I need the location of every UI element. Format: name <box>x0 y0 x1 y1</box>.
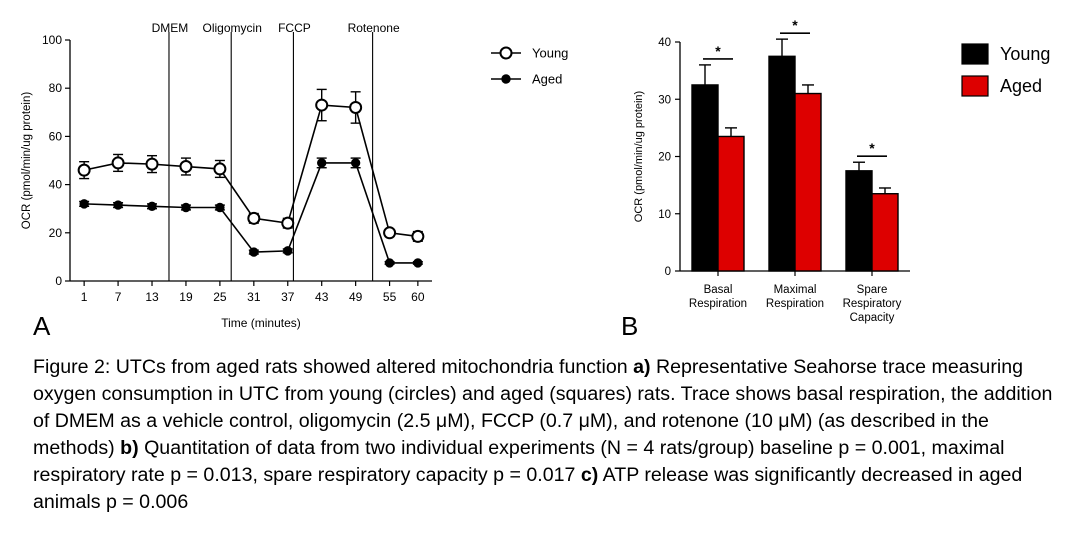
bar-young <box>845 170 873 272</box>
data-point-aged <box>215 202 225 213</box>
x-tick-label: 43 <box>315 290 329 304</box>
data-point-young <box>247 211 261 225</box>
x-tick-label: 19 <box>179 290 193 304</box>
x-tick-label: 25 <box>213 290 227 304</box>
data-point-young <box>213 162 227 176</box>
x-tick-label: 13 <box>145 290 159 304</box>
x-tick-label: 49 <box>349 290 363 304</box>
data-point-young <box>349 100 363 114</box>
data-point-aged <box>147 201 157 211</box>
data-point-aged <box>113 200 123 210</box>
y-tick-label: 10 <box>658 209 671 221</box>
legend-label-young: Young <box>532 46 568 61</box>
category-label: Respiration <box>689 298 747 310</box>
injection-label: Oligomycin <box>203 21 262 35</box>
y-tick-label: 40 <box>658 37 671 49</box>
y-axis-label: OCR (pmol/min/ug protein) <box>21 92 33 230</box>
bar-aged <box>717 135 745 272</box>
data-point-aged <box>317 158 327 168</box>
chart-b-quantitation-bars: 0 10 20 30 40 OCR (pmol/min/ug protein) Basal R… <box>633 17 1050 324</box>
caption-text: ATP release was significantly decreased … <box>33 464 1023 513</box>
caption-label-c: c) <box>580 464 599 486</box>
injection-label: DMEM <box>152 21 189 35</box>
category-label: Respiratory <box>843 298 902 310</box>
data-point-aged <box>283 246 293 256</box>
y-axis-label: OCR (pmol/min/ug protein) <box>633 91 645 222</box>
x-tick-label: 60 <box>411 290 425 304</box>
category-label: Spare <box>857 284 888 296</box>
y-tick-label: 30 <box>658 94 671 106</box>
caption-text: Representative Seahorse trace measuring … <box>33 356 1053 459</box>
panel-letter-b: B <box>621 311 639 341</box>
y-tick-label: 0 <box>665 266 671 278</box>
data-point-aged <box>350 158 361 168</box>
data-point-young <box>111 156 125 170</box>
legend-marker-aged <box>501 74 511 84</box>
category-label: Maximal <box>774 284 817 296</box>
data-point-young <box>383 226 397 240</box>
significance-marker: * <box>869 140 875 156</box>
data-point-aged <box>249 247 259 257</box>
chart-a-seahorse-trace: 0 20 40 60 80 100 1 7 13 19 25 31 37 43 49 55 60 Time (mi… <box>21 21 568 330</box>
x-tick-label: 1 <box>81 290 88 304</box>
significance-marker: * <box>715 43 721 59</box>
caption-label-b: b) <box>120 437 139 459</box>
bar-young <box>768 55 796 272</box>
y-tick-label: 100 <box>42 33 62 47</box>
bar-aged <box>794 92 822 272</box>
x-tick-label: 7 <box>115 290 122 304</box>
y-tick-label: 20 <box>658 152 671 164</box>
legend-label-aged: Aged <box>532 72 562 87</box>
data-point-aged <box>79 199 89 209</box>
data-point-aged <box>384 258 395 268</box>
x-axis-label: Time (minutes) <box>221 316 301 330</box>
data-point-young <box>281 216 295 230</box>
bar-aged <box>871 193 899 272</box>
y-tick-label: 0 <box>55 274 62 288</box>
y-tick-label: 60 <box>49 129 63 143</box>
injection-label: FCCP <box>278 21 311 35</box>
caption-label-a: a) <box>633 356 651 378</box>
caption-text: Figure 2: UTCs from aged rats showed alt… <box>33 356 634 378</box>
figure-caption: Figure 2: UTCs from aged rats showed alt… <box>33 354 1063 516</box>
data-point-young <box>411 229 425 243</box>
injection-label: Rotenone <box>348 21 400 35</box>
legend-label-aged: Aged <box>1000 76 1042 96</box>
data-point-young <box>179 160 193 174</box>
x-tick-label: 55 <box>383 290 397 304</box>
category-label: Capacity <box>850 312 895 324</box>
data-point-aged <box>413 258 423 268</box>
legend-label-young: Young <box>1000 44 1050 64</box>
x-tick-label: 37 <box>281 290 295 304</box>
y-tick-label: 40 <box>49 178 63 192</box>
y-tick-label: 80 <box>49 81 63 95</box>
legend-swatch-aged <box>961 75 989 97</box>
category-label: Basal <box>704 284 733 296</box>
panel-letter-a: A <box>33 311 51 341</box>
data-point-young <box>315 98 329 112</box>
significance-marker: * <box>792 17 798 33</box>
data-point-young <box>77 163 91 177</box>
bar-young <box>691 84 719 272</box>
legend-swatch-young <box>961 43 989 65</box>
legend-marker-young <box>499 46 513 60</box>
category-label: Respiration <box>766 298 824 310</box>
x-tick-label: 31 <box>247 290 261 304</box>
data-point-aged <box>181 202 191 213</box>
caption-text: Quantitation of data from two individual… <box>33 437 1005 486</box>
y-tick-label: 20 <box>49 226 63 240</box>
data-point-young <box>145 157 159 171</box>
